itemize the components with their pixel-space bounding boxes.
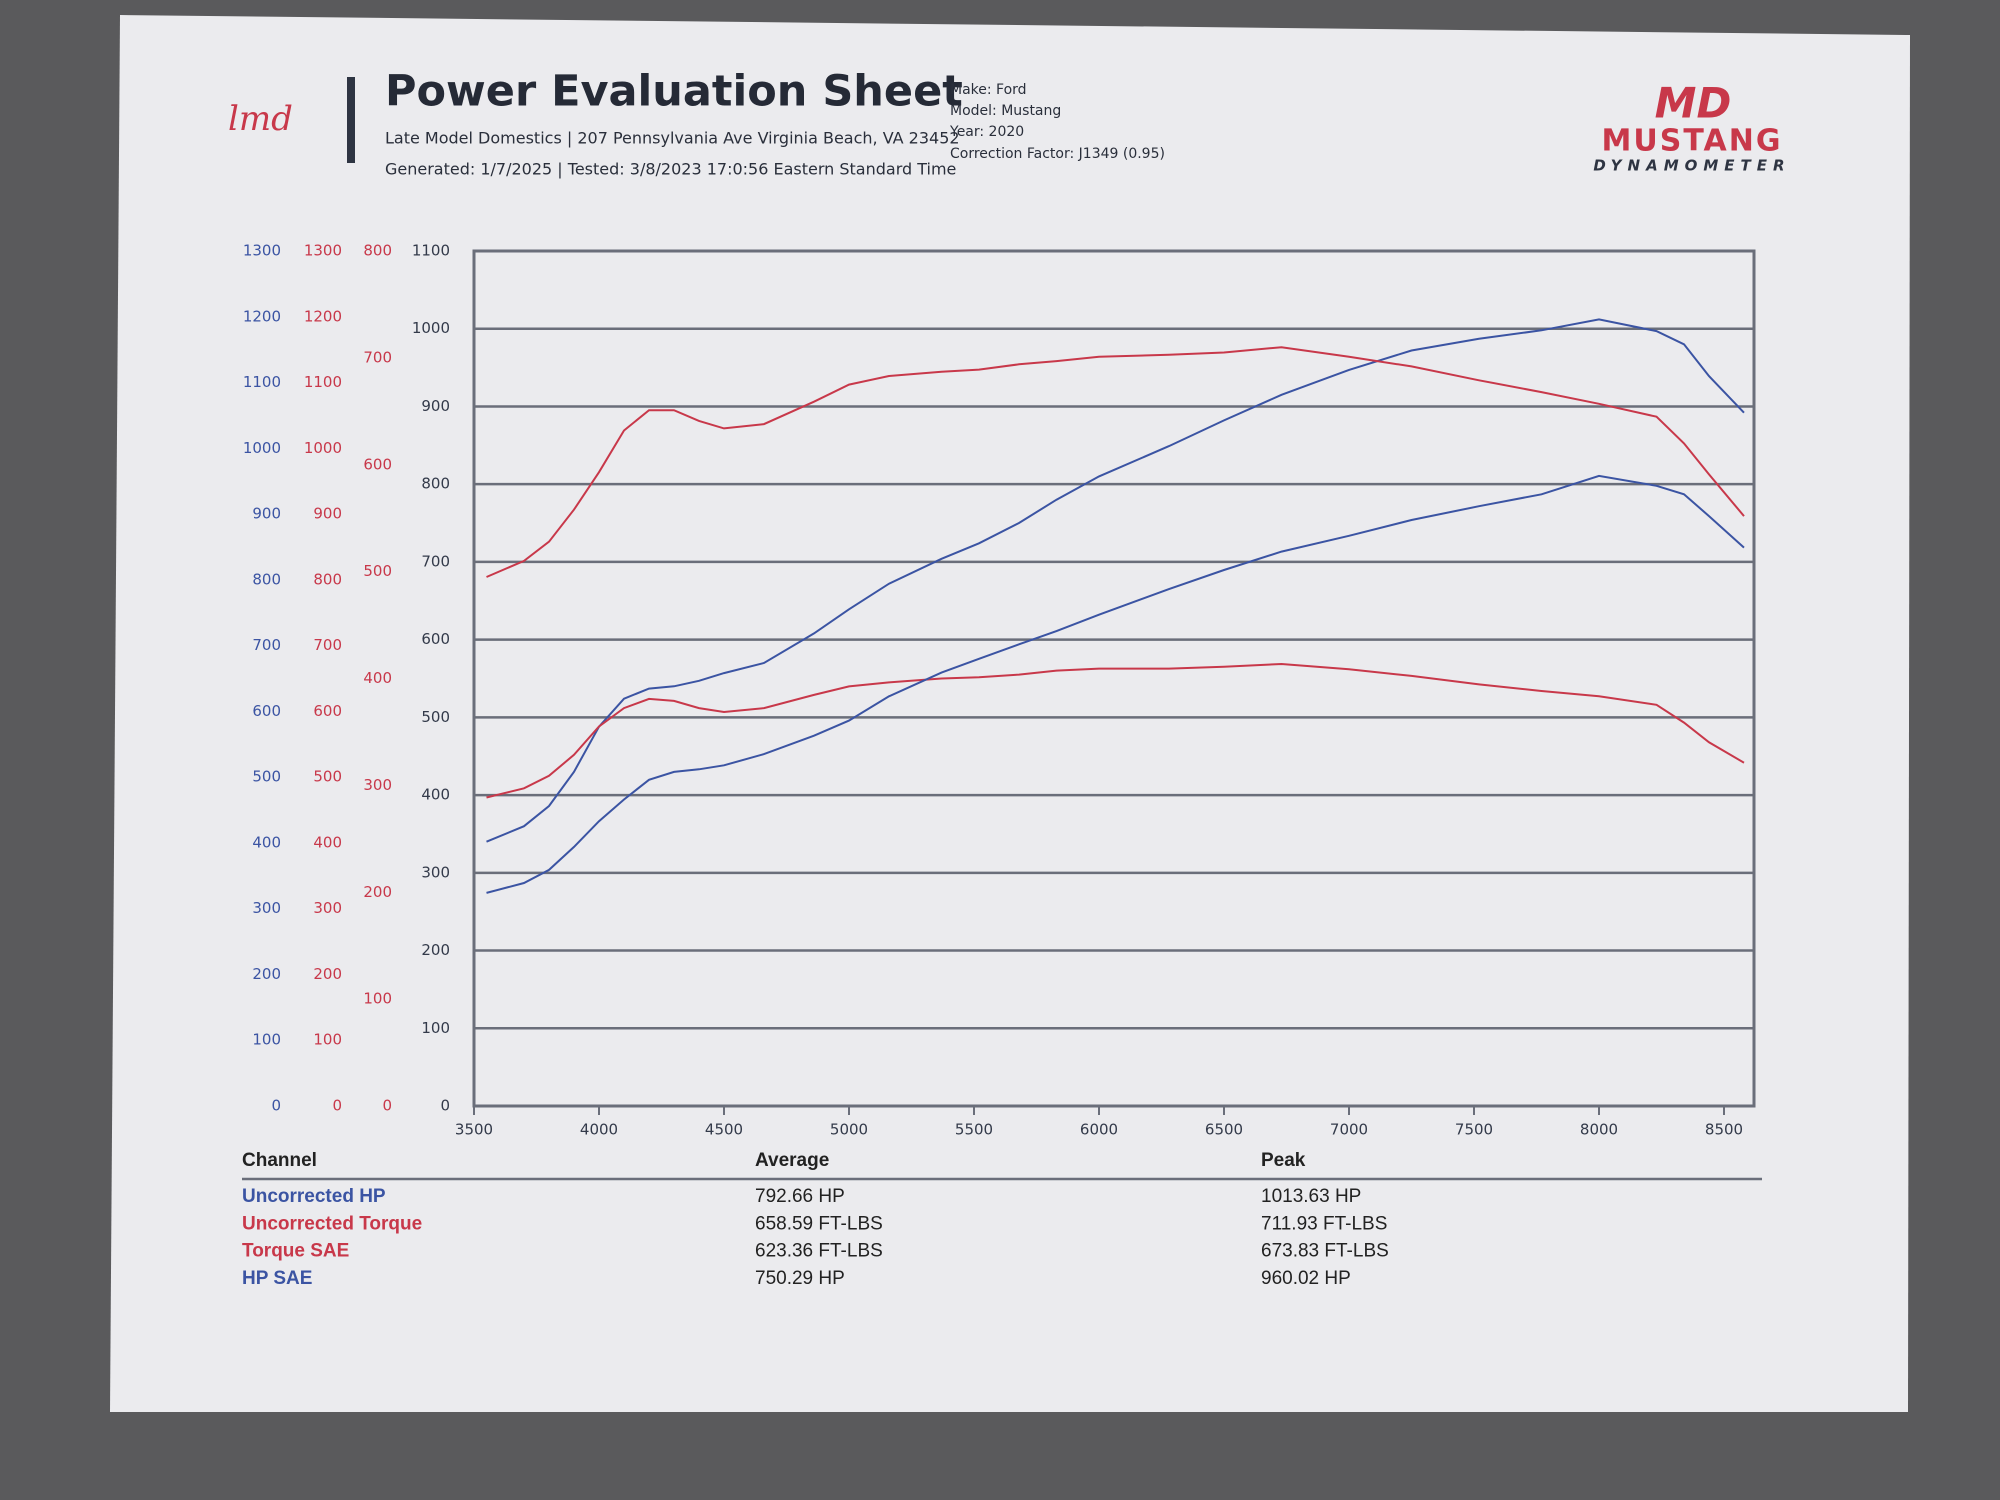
table-cell: 792.66 HP: [755, 1186, 845, 1207]
channel-name: Torque SAE: [242, 1241, 349, 1262]
logo: lmd: [228, 99, 293, 139]
table-cell: 1013.63 HP: [1261, 1186, 1361, 1207]
x-tick-label: 6000: [1080, 1121, 1118, 1139]
y-tick-label: 200: [252, 965, 281, 983]
y-tick-label: 600: [252, 702, 281, 720]
series-line: [486, 662, 1745, 799]
y-tick-label: 400: [252, 833, 281, 851]
y-tick-label: 400: [363, 669, 392, 687]
x-tick-label: 3500: [455, 1121, 493, 1139]
y-tick-label: 100: [421, 1019, 450, 1037]
y-tick-label: 1200: [304, 307, 342, 325]
table-cell: 623.36 FT-LBS: [755, 1241, 883, 1262]
brand-name: MUSTANG: [1602, 124, 1783, 159]
y-tick-label: 200: [421, 941, 450, 959]
table-cell: 658.59 FT-LBS: [755, 1213, 883, 1234]
y-tick-label: 800: [421, 475, 450, 493]
y-tick-label: 300: [421, 863, 450, 881]
y-tick-label: 300: [252, 899, 281, 917]
series-line: [486, 346, 1745, 578]
y-tick-label: 500: [252, 768, 281, 786]
divider: [347, 77, 355, 163]
y-tick-label: 300: [313, 899, 342, 917]
table-cell: 711.93 FT-LBS: [1261, 1213, 1387, 1234]
generated: Generated: 1/7/2025 | Tested: 3/8/2023 1…: [385, 160, 956, 179]
y-tick-label: 1000: [304, 439, 342, 457]
paper: [110, 15, 1910, 1412]
y-tick-label: 700: [252, 636, 281, 654]
table: Channel Average Peak Uncorrected HP 792.66 H…: [242, 1150, 1762, 1289]
y-tick-label: 200: [313, 965, 342, 983]
channel-name: HP SAE: [242, 1268, 312, 1289]
title: Power Evaluation Sheet: [385, 67, 963, 117]
y-tick-label: 900: [313, 505, 342, 523]
y-tick-label: 1200: [243, 307, 281, 325]
y-tick-label: 600: [313, 702, 342, 720]
vehicle-info: Model: Mustang: [950, 103, 1061, 119]
y-tick-label: 100: [252, 1031, 281, 1049]
table-cell: 960.02 HP: [1261, 1268, 1351, 1289]
series-line: [486, 474, 1745, 894]
y-tick-label: 1300: [304, 242, 342, 260]
x-tick-label: 7000: [1330, 1121, 1368, 1139]
x-tick-label: 8000: [1580, 1121, 1618, 1139]
y-tick-label: 900: [421, 397, 450, 415]
y-tick-label: 700: [313, 636, 342, 654]
x-tick-label: 8500: [1705, 1121, 1743, 1139]
y-tick-label: 800: [252, 570, 281, 588]
y-tick-label: 0: [271, 1097, 281, 1115]
channel-name: Uncorrected HP: [242, 1186, 386, 1207]
series-line: [486, 318, 1745, 843]
y-tick-label: 1100: [243, 373, 281, 391]
y-tick-label: 1100: [304, 373, 342, 391]
brand-sub: DYNAMOMETER: [1593, 157, 1790, 175]
y-tick-label: 700: [421, 552, 450, 570]
x-tick-label: 4000: [580, 1121, 618, 1139]
y-tick-label: 0: [440, 1097, 450, 1115]
vehicle-info: Year: 2020: [949, 124, 1024, 140]
y-tick-label: 800: [313, 570, 342, 588]
subtitle: Late Model Domestics | 207 Pennsylvania …: [385, 129, 960, 148]
y-tick-label: 400: [421, 786, 450, 804]
x-tick-label: 6500: [1205, 1121, 1243, 1139]
y-tick-label: 1000: [412, 319, 450, 337]
y-tick-label: 500: [363, 562, 392, 580]
vehicle-info: Make: Ford: [950, 82, 1027, 98]
y-tick-label: 800: [363, 242, 392, 260]
channel-name: Uncorrected Torque: [242, 1213, 422, 1234]
y-tick-label: 600: [363, 455, 392, 473]
y-tick-label: 700: [363, 348, 392, 366]
y-tick-label: 0: [332, 1097, 342, 1115]
y-tick-label: 900: [252, 505, 281, 523]
chart: 0100200300400500600700800900100011001200…: [243, 242, 1756, 1139]
plot-frame: [472, 249, 1756, 1108]
y-tick-label: 300: [363, 776, 392, 794]
y-tick-label: 0: [382, 1097, 392, 1115]
x-tick-label: 5500: [955, 1121, 993, 1139]
y-tick-label: 1000: [243, 439, 281, 457]
brand-mark: MD: [1655, 79, 1732, 128]
column-header: Peak: [1261, 1150, 1306, 1171]
y-tick-label: 1300: [243, 242, 281, 260]
column-header: Channel: [242, 1150, 317, 1171]
y-tick-label: 200: [363, 883, 392, 901]
x-tick-label: 4500: [705, 1121, 743, 1139]
x-tick-label: 7500: [1455, 1121, 1493, 1139]
y-tick-label: 100: [313, 1031, 342, 1049]
y-tick-label: 500: [421, 708, 450, 726]
y-tick-label: 1100: [412, 242, 450, 260]
column-header: Average: [755, 1150, 829, 1171]
y-tick-label: 600: [421, 630, 450, 648]
vehicle-info: Correction Factor: J1349 (0.95): [950, 146, 1165, 162]
y-tick-label: 500: [313, 768, 342, 786]
x-tick-label: 5000: [830, 1121, 868, 1139]
table-cell: 750.29 HP: [755, 1268, 845, 1289]
y-tick-label: 400: [313, 833, 342, 851]
table-cell: 673.83 FT-LBS: [1261, 1241, 1389, 1262]
y-tick-label: 100: [363, 990, 392, 1008]
